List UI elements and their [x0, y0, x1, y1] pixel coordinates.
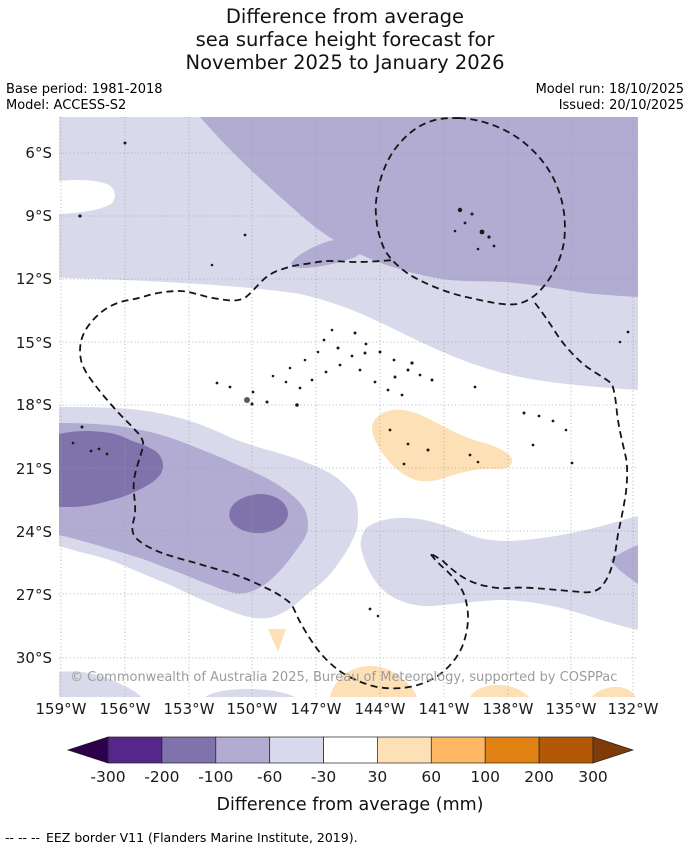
- anomaly-right-edge-medium: [610, 545, 638, 584]
- lon-tick-159w: 159°W: [36, 700, 87, 718]
- lat-tick-6s: 6°S: [25, 144, 52, 162]
- cbar-tick-4: -30: [311, 768, 336, 786]
- anomaly-core-central-dark: [229, 494, 288, 534]
- cbar-tick-8: 200: [524, 768, 554, 786]
- lon-tick-138w: 138°W: [483, 700, 534, 718]
- lat-tick-27s: 27°S: [16, 586, 52, 604]
- issued-label: Issued: 20/10/2025: [559, 98, 684, 113]
- colorbar-seg-4: [269, 736, 324, 764]
- anomaly-region-white-notch: [59, 180, 115, 214]
- anomaly-positive-patch: [371, 409, 513, 482]
- cbar-tick-1: -200: [144, 768, 179, 786]
- lon-tick-132w: 132°W: [608, 700, 659, 718]
- colorbar-seg-1: [107, 736, 163, 764]
- colorbar-right-arrow: [592, 736, 635, 764]
- eez-legend-text: EEZ border V11 (Flanders Marine Institut…: [46, 830, 358, 845]
- page-title-line1: Difference from average: [226, 5, 464, 28]
- lat-tick-24s: 24°S: [16, 523, 52, 541]
- lon-tick-147w: 147°W: [291, 700, 342, 718]
- anomaly-bottom-strip-light: [205, 689, 295, 697]
- lon-tick-150w: 150°W: [227, 700, 278, 718]
- lat-tick-12s: 12°S: [16, 270, 52, 288]
- cbar-tick-3: -60: [257, 768, 282, 786]
- eez-border-main: [79, 259, 629, 690]
- anomaly-positive-triangle: [268, 629, 286, 652]
- lon-axis: 159°W 156°W 153°W 150°W 147°W 144°W 141°…: [36, 700, 659, 718]
- eez-legend: -- -- -- EEZ border V11 (Flanders Marine …: [5, 830, 358, 845]
- colorbar-seg-7: [430, 736, 486, 764]
- lat-axis: 6°S 9°S 12°S 15°S 18°S 21°S 24°S 27°S 30…: [16, 144, 52, 667]
- colorbar-seg-3: [215, 736, 271, 764]
- colorbar-seg-5: [323, 736, 378, 764]
- eez-border-overlay: [79, 117, 629, 690]
- colorbar-left-arrow: [66, 736, 109, 764]
- lon-tick-144w: 144°W: [355, 700, 406, 718]
- contour-fill-layer: [59, 117, 638, 697]
- colorbar-seg-2: [161, 736, 217, 764]
- anomaly-region-northeast-medium: [200, 117, 638, 297]
- cbar-tick-5: 30: [368, 768, 388, 786]
- lon-tick-156w: 156°W: [100, 700, 151, 718]
- anomaly-region-southeast-band-light: [360, 516, 638, 630]
- colorbar: -300 -200 -100 -60 -30 30 60 100 200 300…: [66, 736, 635, 815]
- anomaly-positive-bottom-b: [470, 685, 529, 697]
- cbar-tick-9: 300: [578, 768, 608, 786]
- base-period-label: Base period: 1981-2018: [6, 82, 163, 97]
- cbar-tick-6: 60: [421, 768, 441, 786]
- eez-border-north-loop: [374, 117, 566, 306]
- lat-tick-18s: 18°S: [16, 396, 52, 414]
- colorbar-ticks: -300 -200 -100 -60 -30 30 60 100 200 300: [90, 768, 607, 786]
- lat-tick-15s: 15°S: [16, 334, 52, 352]
- colorbar-axis-label: Difference from average (mm): [216, 795, 483, 815]
- lat-tick-21s: 21°S: [16, 460, 52, 478]
- colorbar-seg-9: [538, 736, 594, 764]
- copyright-text: © Commonwealth of Australia 2025, Bureau…: [70, 670, 617, 685]
- cbar-tick-2: -100: [198, 768, 233, 786]
- model-run-label: Model run: 18/10/2025: [536, 82, 684, 97]
- island-dot-large: [244, 397, 250, 403]
- anomaly-core-west-dark: [59, 431, 163, 507]
- anomaly-positive-bottom-c: [592, 687, 636, 697]
- lat-tick-9s: 9°S: [25, 207, 52, 225]
- anomaly-bottom-left-light: [59, 671, 141, 697]
- cbar-tick-0: -300: [90, 768, 125, 786]
- model-label: Model: ACCESS-S2: [6, 98, 126, 113]
- island-dots-layer: [71, 141, 630, 618]
- lat-tick-30s: 30°S: [16, 649, 52, 667]
- colorbar-seg-6: [377, 736, 432, 764]
- page-title-line3: November 2025 to January 2026: [186, 51, 505, 74]
- eez-legend-dash-sample: -- -- --: [5, 830, 40, 845]
- colorbar-seg-8: [484, 736, 540, 764]
- graticule-grid: [59, 117, 638, 697]
- meta-block: Base period: 1981-2018 Model: ACCESS-S2 …: [6, 82, 684, 113]
- lon-tick-135w: 135°W: [546, 700, 597, 718]
- lon-tick-153w: 153°W: [164, 700, 215, 718]
- title-block: Difference from average sea surface heig…: [186, 5, 505, 74]
- anomaly-blob-medium: [291, 238, 365, 268]
- page-title-line2: sea surface height forecast for: [196, 28, 496, 51]
- lon-tick-141w: 141°W: [419, 700, 470, 718]
- cbar-tick-7: 100: [470, 768, 500, 786]
